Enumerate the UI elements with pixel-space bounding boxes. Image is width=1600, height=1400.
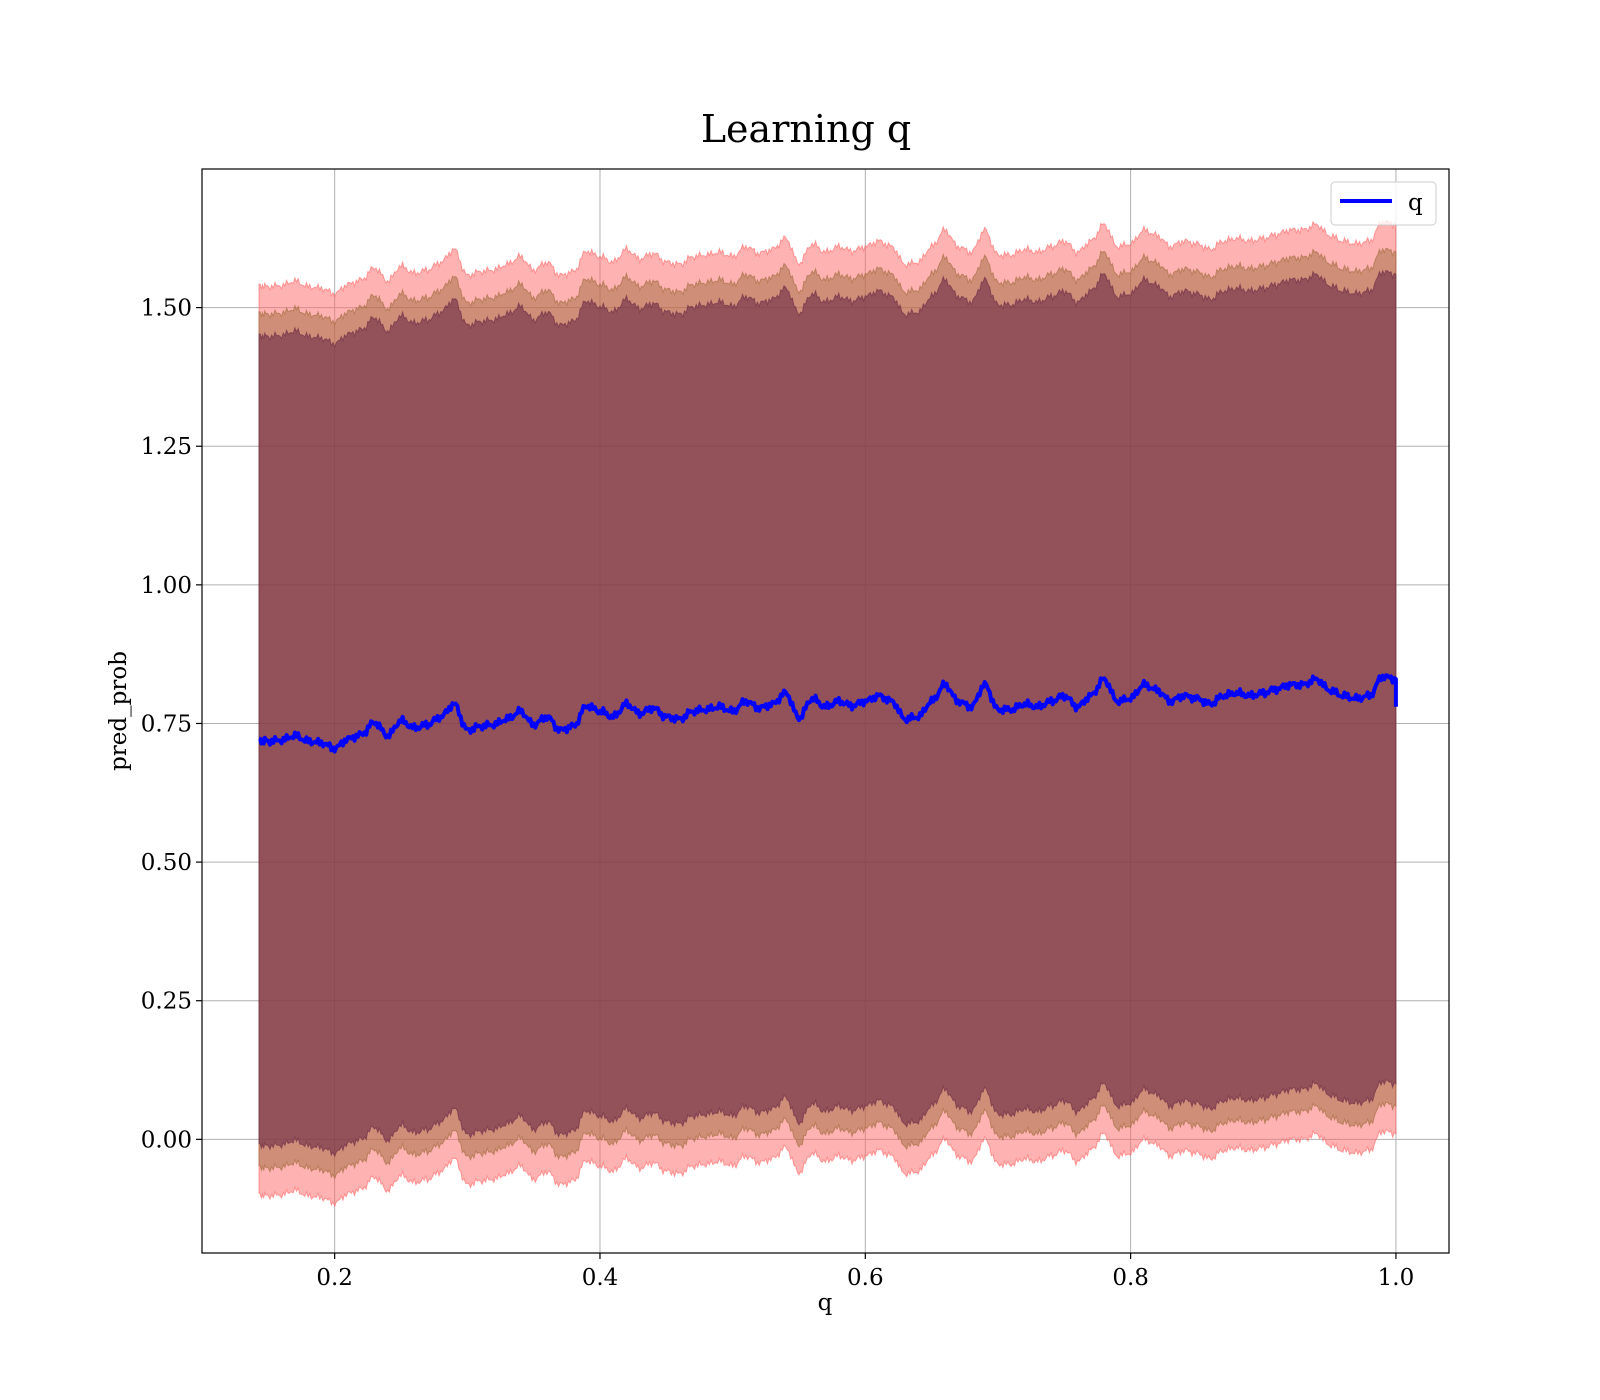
- y-axis-label: pred_prob: [106, 651, 132, 771]
- y-tick-label: 1.25: [141, 434, 192, 460]
- x-tick-label: 1.0: [1378, 1265, 1415, 1291]
- x-tick-label: 0.2: [316, 1265, 353, 1291]
- x-tick-label: 0.4: [582, 1265, 619, 1291]
- x-tick-label: 0.8: [1112, 1265, 1149, 1291]
- band-inner: [258, 269, 1397, 1158]
- x-axis-label: q: [818, 1290, 833, 1316]
- y-tick-label: 1.00: [141, 573, 192, 599]
- confidence-bands: [258, 219, 1397, 1208]
- y-tick-label: 1.50: [141, 296, 192, 322]
- plot-frame: [201, 168, 1450, 1254]
- legend: q: [1330, 181, 1437, 226]
- chart-title: Learning q: [701, 107, 911, 151]
- legend-box: [1330, 181, 1437, 226]
- y-tick-label: 0.00: [141, 1127, 192, 1153]
- legend-label-q: q: [1408, 190, 1423, 216]
- series-layer: [258, 673, 1398, 754]
- series-line-q: [258, 673, 1398, 754]
- y-tick-label: 0.25: [141, 989, 192, 1015]
- y-tick-label: 0.50: [141, 850, 192, 876]
- ticks: 0.2 0.4 0.6 0.8 1.0 0.00 0.25 0.50 0.75 1.00 1.25 1…: [141, 296, 1414, 1291]
- y-tick-label: 0.75: [141, 711, 192, 737]
- x-tick-label: 0.6: [847, 1265, 884, 1291]
